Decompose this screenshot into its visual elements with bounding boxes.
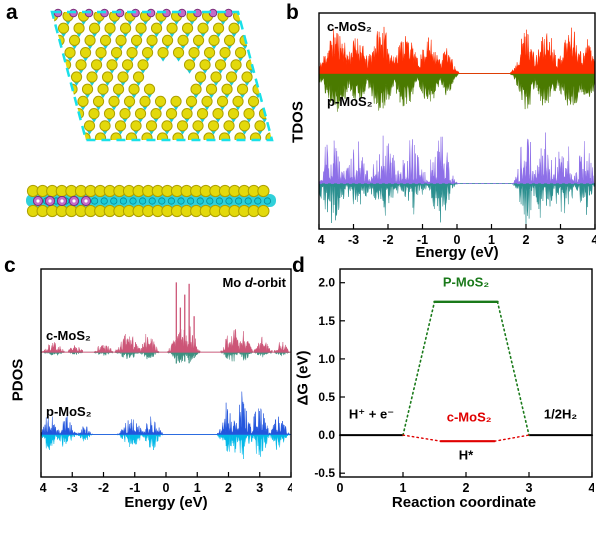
svg-text:-3: -3 <box>348 233 359 247</box>
svg-text:0.0: 0.0 <box>318 428 335 442</box>
panel-d-label: d <box>292 254 305 277</box>
pdos-y-axis-label: PDOS <box>9 358 27 402</box>
tdos-y-axis-label: TDOS <box>289 101 307 143</box>
panel-a-label: a <box>6 1 18 24</box>
svg-text:0: 0 <box>337 481 344 495</box>
tdos-plot: -4 -3 -2 -1 0 1 2 3 4 <box>318 12 596 247</box>
tdos-series-label-cmos2: c-MoS₂ <box>327 19 372 34</box>
svg-text:1/2H₂: 1/2H₂ <box>544 406 577 421</box>
pdos-plot-title: Mo d-orbit <box>222 275 286 290</box>
svg-text:-1: -1 <box>417 233 428 247</box>
pdos-series-label-cmos2: c-MoS₂ <box>46 328 91 343</box>
tdos-series-label-pmos2: p-MoS₂ <box>327 94 373 109</box>
deltag-y-axis-label: ΔG (eV) <box>294 350 312 406</box>
svg-text:1.0: 1.0 <box>318 352 335 366</box>
pdos-title-prefix: Mo <box>222 275 245 290</box>
svg-text:-1: -1 <box>129 481 140 495</box>
svg-text:2: 2 <box>225 481 232 495</box>
panel-b-label: b <box>286 1 299 24</box>
svg-text:1: 1 <box>400 481 407 495</box>
svg-text:2: 2 <box>523 233 530 247</box>
svg-text:-3: -3 <box>67 481 78 495</box>
svg-text:4: 4 <box>589 481 594 495</box>
atomic-structure-figure <box>26 8 276 218</box>
svg-text:c-MoS₂: c-MoS₂ <box>447 409 492 424</box>
svg-text:2.0: 2.0 <box>318 276 335 290</box>
svg-text:0.5: 0.5 <box>318 390 335 404</box>
svg-text:3: 3 <box>526 481 533 495</box>
svg-text:H*: H* <box>459 447 474 462</box>
svg-text:0: 0 <box>454 233 461 247</box>
pdos-x-axis-label: Energy (eV) <box>124 494 208 511</box>
svg-text:-2: -2 <box>98 481 109 495</box>
svg-text:3: 3 <box>256 481 263 495</box>
svg-text:0: 0 <box>163 481 170 495</box>
pdos-plot: -4 -3 -2 -1 0 1 2 3 4 <box>40 268 292 495</box>
pdos-title-orbital: d <box>244 275 253 290</box>
svg-text:-2: -2 <box>382 233 393 247</box>
pdos-title-suffix: -orbit <box>252 275 286 290</box>
svg-text:-0.5: -0.5 <box>314 466 335 480</box>
reaction-coordinate-x-axis-label: Reaction coordinate <box>391 494 537 511</box>
svg-text:H⁺ + e⁻: H⁺ + e⁻ <box>349 406 394 421</box>
free-energy-plot: H⁺ + e⁻ 1/2H₂ P-MoS₂ c-MoS₂ H* 0 1 2 3 4 -0.5 0.0 0.… <box>314 268 594 495</box>
svg-text:P-MoS₂: P-MoS₂ <box>443 275 489 290</box>
svg-text:4: 4 <box>288 481 292 495</box>
svg-text:4: 4 <box>592 233 596 247</box>
tdos-x-axis-label: Energy (eV) <box>415 244 499 261</box>
svg-text:-4: -4 <box>40 481 47 495</box>
svg-text:2: 2 <box>463 481 470 495</box>
svg-text:3: 3 <box>557 233 564 247</box>
pdos-series-label-pmos2: p-MoS₂ <box>46 404 92 419</box>
svg-text:1.5: 1.5 <box>318 314 335 328</box>
panel-c-label: c <box>4 254 16 277</box>
svg-text:1: 1 <box>488 233 495 247</box>
svg-text:-4: -4 <box>318 233 325 247</box>
svg-text:1: 1 <box>194 481 201 495</box>
